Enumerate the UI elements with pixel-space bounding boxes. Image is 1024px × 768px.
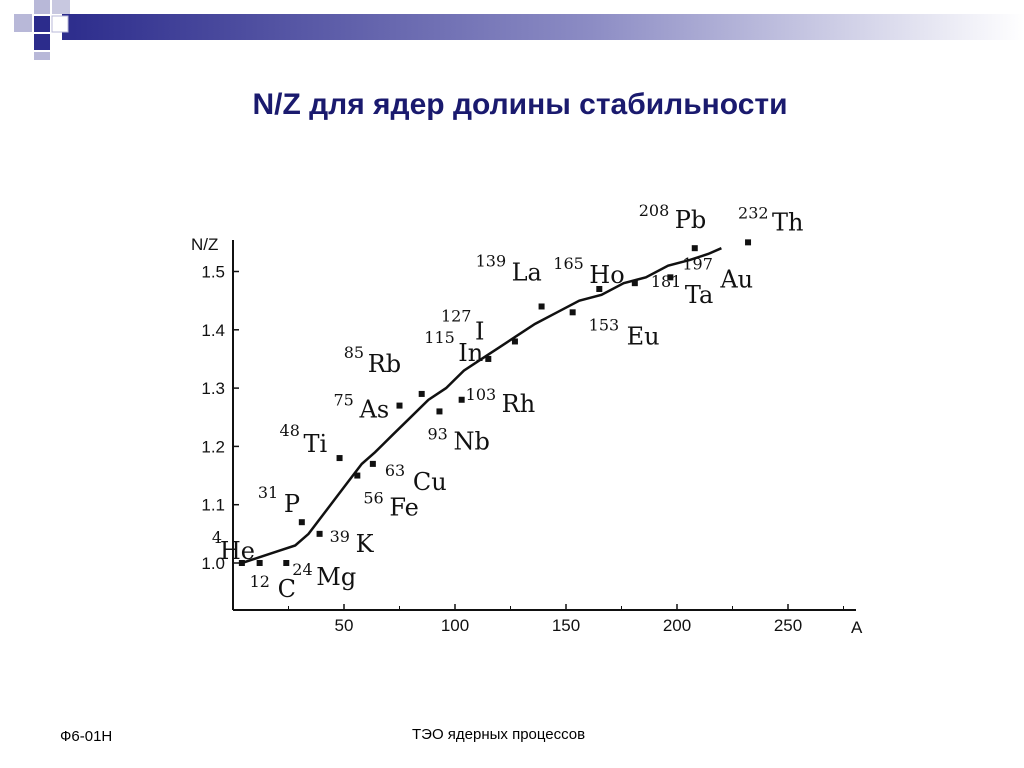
element-label-as: As: [359, 396, 390, 424]
chart-axes: 50 100 150 200 250 A 1.0 1.1 1.2 1.3 1.4 1.5 N/Z: [191, 235, 863, 637]
element-label-he: He: [220, 537, 255, 565]
data-point-ho: [596, 285, 603, 292]
x-axis-label: A: [851, 618, 863, 637]
data-point-he: [238, 560, 245, 566]
x-tick-label: 250: [774, 616, 802, 635]
data-point-cu: [369, 460, 376, 467]
title-bar-decoration: [14, 0, 1024, 60]
x-tick-label: 150: [552, 616, 580, 635]
mass-label-k: 39: [330, 527, 350, 546]
decor-square: [14, 14, 32, 32]
mass-label-mg: 24: [292, 560, 312, 579]
element-label-fe: Fe: [389, 494, 419, 522]
data-point-p: [298, 519, 305, 526]
element-label-cu: Cu: [413, 468, 447, 496]
data-point-ta: [631, 280, 638, 287]
mass-label-in: 115: [424, 328, 455, 347]
mass-label-ho: 165: [553, 254, 584, 273]
decor-square: [14, 34, 32, 52]
decor-square: [52, 0, 70, 14]
data-points: [238, 239, 752, 566]
mass-label-rb: 85: [344, 343, 364, 362]
element-label-eu: Eu: [627, 322, 660, 350]
decor-square: [34, 52, 50, 60]
mass-label-eu: 153: [589, 315, 620, 334]
x-tick-label: 100: [441, 616, 469, 635]
stability-curve: [241, 247, 722, 565]
mass-label-ta: 181: [651, 272, 682, 291]
element-label-au: Au: [719, 265, 753, 293]
decor-square: [34, 34, 50, 50]
mass-label-he: 4: [212, 528, 222, 547]
y-tick-label: 1.2: [201, 437, 225, 456]
data-point-rb: [418, 390, 425, 397]
element-label-in: In: [458, 339, 483, 367]
decor-square: [34, 0, 50, 14]
data-point-in: [485, 355, 492, 362]
element-label-i: I: [475, 317, 484, 345]
data-point-as: [396, 402, 403, 409]
y-tick-label: 1.5: [201, 263, 225, 282]
point-labels: 4He 12 C24 Mg 31 P 39 K 48 Ti 56 Fe 63 Cu 75 As 85 Rb 93 Nb…: [212, 201, 804, 603]
mass-label-ti: 48: [280, 421, 300, 440]
element-label-rb: Rb: [368, 350, 401, 378]
data-point-mg: [283, 560, 290, 566]
mass-label-fe: 56: [363, 489, 383, 508]
y-tick-label: 1.0: [201, 554, 225, 573]
mass-label-th: 232: [738, 203, 769, 222]
y-tick-label: 1.4: [201, 321, 225, 340]
footer-code: Ф6-01Н: [60, 728, 113, 745]
element-label-k: K: [356, 530, 375, 558]
data-point-au: [667, 274, 674, 281]
element-label-ti: Ti: [304, 430, 328, 458]
mass-label-rh: 103: [466, 385, 497, 404]
data-point-nb: [436, 408, 443, 415]
element-label-ho: Ho: [589, 261, 624, 289]
mass-label-p: 31: [258, 483, 278, 502]
mass-label-pb: 208: [639, 201, 670, 220]
data-point-la: [538, 303, 545, 310]
element-label-ta: Ta: [685, 281, 713, 309]
mass-label-cu: 63: [385, 461, 405, 480]
mass-label-au: 197: [682, 254, 713, 273]
data-point-k: [316, 530, 323, 537]
element-label-nb: Nb: [453, 427, 489, 455]
footer-course: ТЭО ядерных процессов: [412, 726, 586, 743]
element-label-pb: Pb: [675, 206, 707, 234]
element-label-c: C: [278, 575, 296, 603]
data-point-pb: [691, 245, 698, 252]
y-axis-label: N/Z: [191, 235, 218, 254]
element-label-la: La: [512, 258, 542, 286]
element-label-th: Th: [772, 208, 803, 236]
decor-square: [51, 15, 69, 33]
mass-label-as: 75: [334, 391, 354, 410]
mass-label-i: 127: [441, 306, 472, 325]
mass-label-la: 139: [476, 251, 507, 270]
data-point-th: [745, 239, 752, 246]
y-tick-label: 1.3: [201, 379, 225, 398]
data-point-i: [511, 338, 518, 345]
element-label-mg: Mg: [316, 563, 356, 591]
slide-title: N/Z для ядер долины стабильности: [252, 88, 788, 121]
x-tick-label: 50: [335, 616, 354, 635]
data-point-fe: [354, 472, 361, 479]
mass-label-c: 12: [250, 572, 270, 591]
data-point-rh: [458, 396, 465, 403]
x-tick-label: 200: [663, 616, 691, 635]
element-label-p: P: [284, 490, 300, 518]
data-point-c: [256, 560, 263, 566]
decor-square: [34, 16, 50, 32]
element-label-rh: Rh: [502, 390, 536, 418]
decor-gradient-bar: [62, 14, 1024, 40]
y-tick-label: 1.1: [201, 496, 225, 515]
data-point-eu: [569, 309, 576, 316]
data-point-ti: [336, 455, 343, 462]
mass-label-nb: 93: [427, 424, 447, 443]
